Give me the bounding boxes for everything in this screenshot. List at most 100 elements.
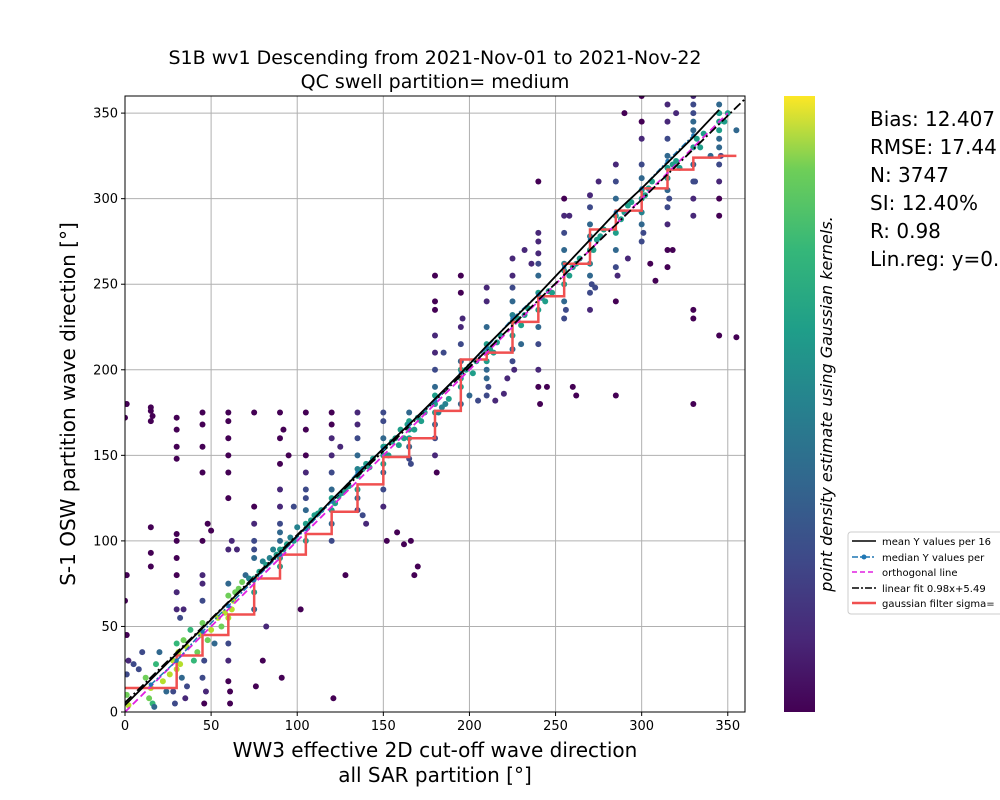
scatter-point xyxy=(125,657,132,664)
scatter-point xyxy=(690,96,697,99)
scatter-point xyxy=(592,284,599,291)
stat-n: N: 3747 xyxy=(870,163,949,187)
scatter-point xyxy=(302,426,309,433)
scatter-point xyxy=(587,289,593,296)
scatter-point xyxy=(690,110,697,117)
scatter-point xyxy=(562,306,569,313)
scatter-point xyxy=(199,537,206,544)
scatter-point xyxy=(125,414,128,421)
scatter-point xyxy=(483,284,490,291)
scatter-point xyxy=(509,255,516,262)
scatter-point xyxy=(587,306,593,313)
plot-frame xyxy=(124,95,746,713)
colorbar-label: point density estimate using Gaussian ke… xyxy=(817,216,836,592)
scatter-point xyxy=(612,392,619,399)
scatter-point xyxy=(716,161,723,168)
scatter-point xyxy=(225,418,232,425)
stat-rmse: RMSE: 17.44 xyxy=(870,135,997,159)
scatter-point xyxy=(202,688,209,695)
axis-ticks: 0 50 100 150 200 250 300 350 0 50 100 150 200 250 300 3… xyxy=(93,107,740,734)
chart-title: S1B wv1 Descending from 2021-Nov-01 to 2… xyxy=(168,47,701,69)
scatter-point xyxy=(142,674,149,681)
scatter-point xyxy=(716,127,723,134)
scatter-point xyxy=(277,529,283,536)
scatter-point xyxy=(511,366,518,373)
scatter-point xyxy=(337,443,344,450)
scatter-point xyxy=(182,695,189,702)
scatter-point xyxy=(518,341,525,348)
scatter-point xyxy=(177,614,184,621)
scatter-point xyxy=(690,401,697,407)
scatter-point xyxy=(549,289,556,296)
scatter-point xyxy=(716,144,723,151)
x-tick-label: 350 xyxy=(715,719,740,734)
scatter-point xyxy=(277,435,283,442)
scatter-point xyxy=(208,527,215,534)
scatter-point xyxy=(125,671,130,678)
scatter-point xyxy=(500,390,507,397)
scatter-point xyxy=(483,375,490,382)
scatter-point xyxy=(227,700,234,707)
scatter-point xyxy=(163,688,170,695)
x-tick-label: 300 xyxy=(629,719,654,734)
scatter-point xyxy=(509,284,516,291)
scatter-point xyxy=(199,409,206,416)
legend: mean Y values per 16 median Y values per… xyxy=(847,531,1000,615)
y-tick-label: 300 xyxy=(93,192,118,207)
x-axis-title-line2: all SAR partition [°] xyxy=(338,763,532,787)
scatter-point xyxy=(147,549,154,556)
scatter-point xyxy=(614,272,621,279)
scatter-point xyxy=(445,395,452,402)
scatter-point xyxy=(638,238,645,245)
x-tick-label: 200 xyxy=(457,719,482,734)
scatter-point xyxy=(411,572,418,579)
scatter-point xyxy=(432,366,438,373)
scatter-point xyxy=(211,640,218,647)
scatter-point xyxy=(432,383,438,390)
scatter-point xyxy=(199,674,206,681)
scatter-point xyxy=(690,306,697,313)
scatter-point xyxy=(664,204,671,211)
scatter-point xyxy=(466,392,473,399)
scatter-point xyxy=(621,110,628,117)
scatter-point xyxy=(535,341,542,348)
scatter-point xyxy=(587,221,593,228)
scatter-point xyxy=(690,101,697,108)
scatter-point xyxy=(561,298,568,305)
scatter-point xyxy=(302,452,309,459)
scatter-point xyxy=(177,661,184,668)
scatter-point xyxy=(173,414,180,421)
scatter-point xyxy=(151,703,158,710)
scatter-point xyxy=(125,401,130,407)
scatter-point xyxy=(328,486,335,493)
scatter-point xyxy=(225,592,232,599)
scatter-point xyxy=(354,435,361,442)
scatter-point xyxy=(342,572,349,579)
scatter-point xyxy=(259,657,266,664)
y-tick-label: 200 xyxy=(93,363,118,378)
scatter-point xyxy=(528,260,535,267)
scatter-point xyxy=(716,135,723,142)
scatter-point xyxy=(638,175,645,182)
scatter-point xyxy=(624,255,631,262)
scatter-point xyxy=(535,383,542,390)
scatter-point xyxy=(432,332,438,339)
scatter-point xyxy=(252,683,259,690)
legend-label-mean: mean Y values per 16 xyxy=(882,537,991,548)
scatter-point xyxy=(673,158,680,165)
scatter-point xyxy=(673,110,680,117)
scatter-point xyxy=(225,640,232,647)
scatter-point xyxy=(199,443,206,450)
scatter-point xyxy=(218,623,225,630)
y-axis-title: S-1 OSW partition wave direction [°] xyxy=(56,222,80,586)
scatter-point xyxy=(251,555,258,561)
scatter-point xyxy=(199,620,206,627)
scatter-point xyxy=(171,700,178,707)
x-tick-label: 150 xyxy=(371,719,396,734)
scatter-point xyxy=(394,529,401,536)
scatter-point xyxy=(587,204,593,211)
scatter-point xyxy=(483,366,490,373)
scatter-point xyxy=(542,298,549,305)
scatter-point xyxy=(664,118,671,125)
scatter-point xyxy=(535,229,542,236)
